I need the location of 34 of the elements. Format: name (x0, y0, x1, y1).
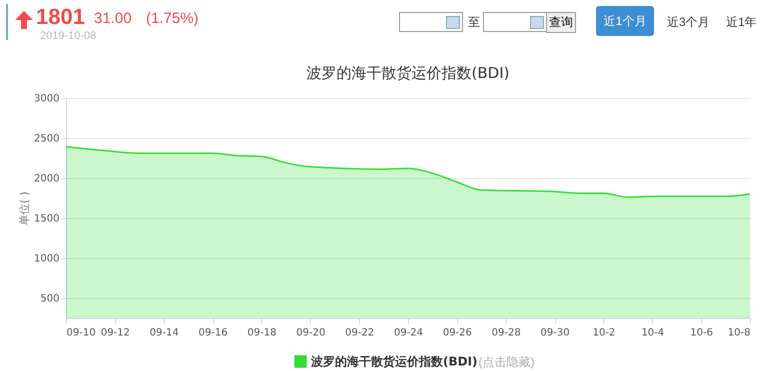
text: 近1年 (726, 14, 757, 31)
chart-title: 波罗的海干散货运价指数(BDI) (306, 64, 510, 82)
x-tick-label: 09-30 (540, 328, 570, 338)
text: 1801 (36, 4, 85, 30)
x-tick-label: 09-24 (394, 328, 424, 338)
x-tick-label: 09-20 (296, 328, 326, 338)
text: 2019-10-08 (40, 30, 96, 42)
text: 31.00 (94, 10, 132, 27)
x-tick-label: 09-28 (492, 328, 521, 338)
x-tick-label: 09-12 (100, 328, 130, 338)
x-tick-label: 09-14 (150, 328, 179, 338)
y-axis-title: 单位( ) (18, 191, 32, 226)
x-tick-label: 09-18 (247, 328, 276, 338)
x-tick-label: 09-10 (66, 328, 96, 338)
legend-label: 波罗的海干散货运价指数(BDI) (310, 354, 478, 368)
text: 至 (468, 14, 480, 31)
y-tick-label: 2500 (34, 134, 60, 144)
x-tick-label: 09-22 (345, 328, 374, 338)
y-tick-label: 2000 (34, 174, 60, 184)
x-tick-label: 10-2 (592, 328, 616, 338)
x-tick-label: 10-6 (690, 328, 713, 338)
y-tick-label: 3000 (34, 94, 60, 104)
text: (1.75%) (146, 10, 199, 27)
y-tick-label: 1500 (34, 214, 60, 224)
x-tick-label: 09-16 (198, 328, 228, 338)
x-tick-label: 09-26 (442, 328, 472, 338)
x-tick-label: 10-4 (641, 328, 664, 338)
text: 近3个月 (667, 14, 710, 31)
text: 查询 (546, 12, 576, 33)
x-tick-label: 10-8 (728, 328, 750, 338)
text: (点击隐藏) (478, 354, 535, 370)
y-tick-label: 1000 (34, 254, 60, 264)
text: 近1个月 (596, 6, 654, 36)
y-tick-label: 500 (40, 294, 60, 304)
